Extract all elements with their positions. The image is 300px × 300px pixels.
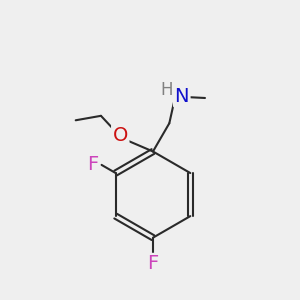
- Text: F: F: [147, 254, 159, 273]
- Text: N: N: [175, 87, 189, 106]
- Text: F: F: [88, 155, 99, 174]
- Text: O: O: [112, 126, 128, 145]
- Text: H: H: [161, 81, 173, 99]
